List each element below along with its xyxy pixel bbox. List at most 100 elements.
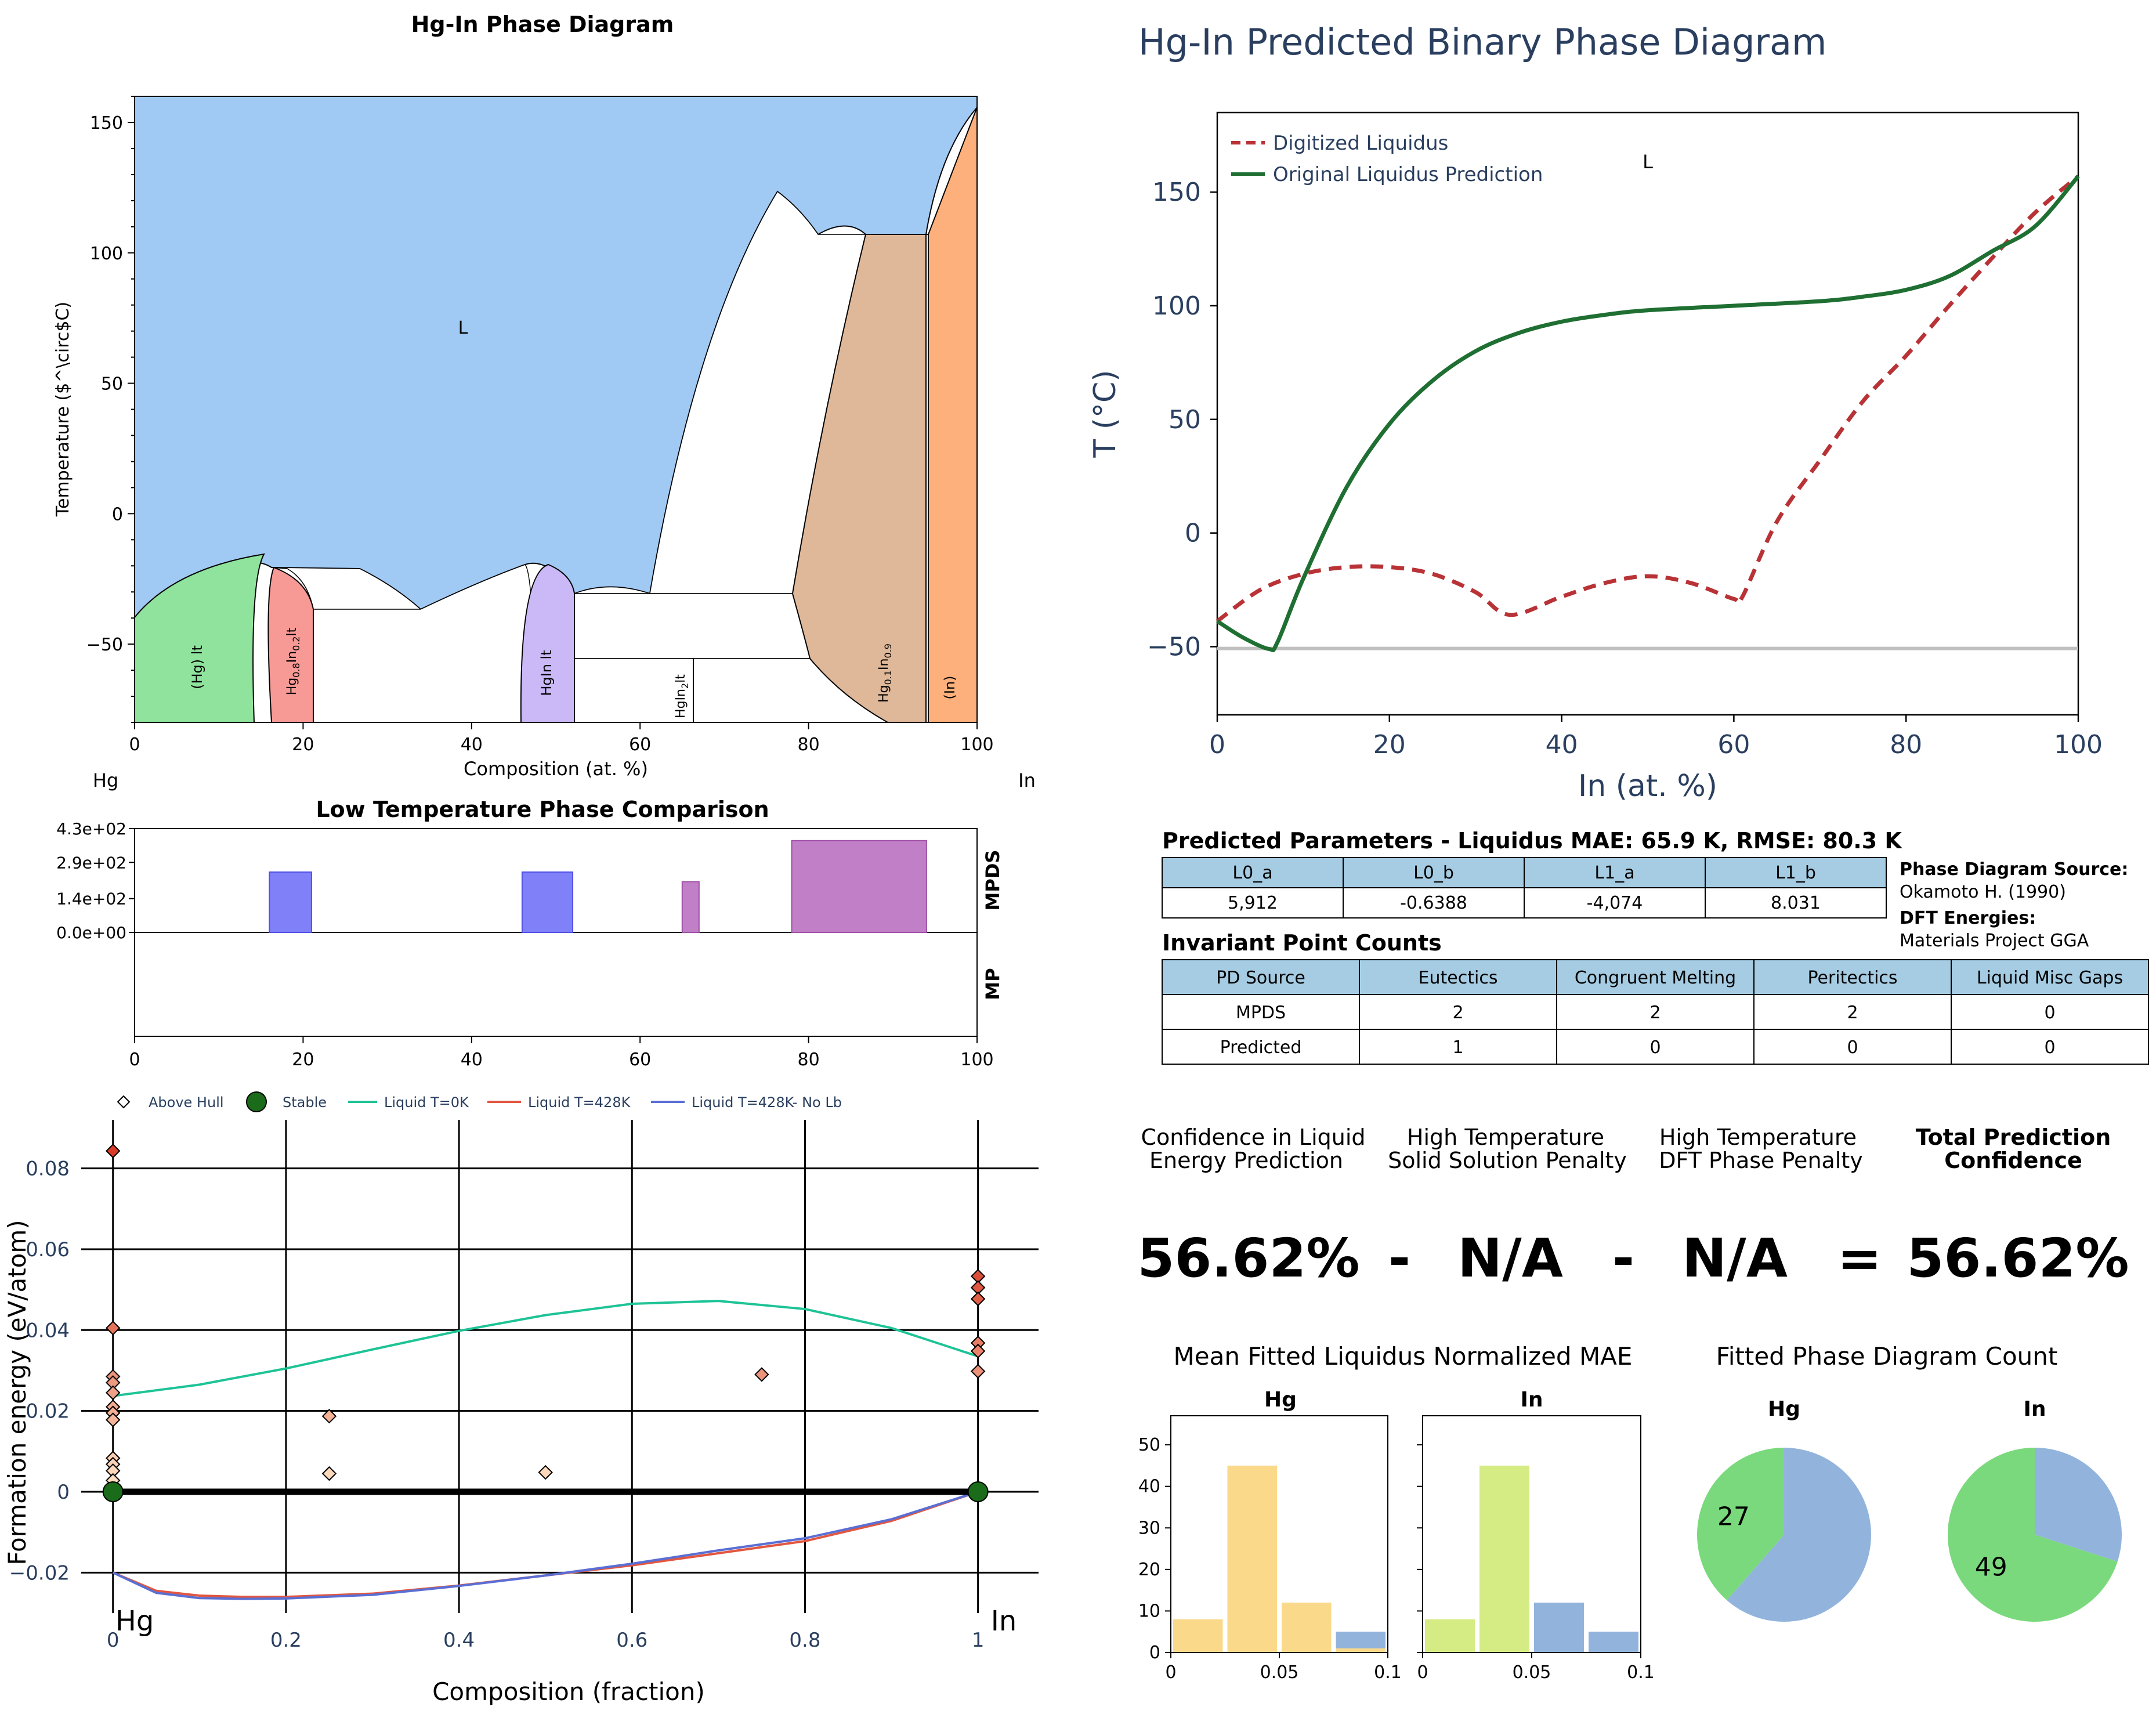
operator-equals: = [1837, 1227, 1882, 1289]
above-hull-point [970, 1291, 986, 1307]
x-tick-label: 100 [960, 1050, 993, 1070]
parameters-table: Predicted Parameters - Liquidus MAE: 65.… [1162, 828, 1902, 919]
formation-right-label: In [991, 1605, 1017, 1637]
phase-in [928, 107, 978, 723]
operator-minus-1: - [1388, 1227, 1410, 1289]
y-tick-label: 0.02 [26, 1400, 70, 1423]
table-cell [1951, 1029, 2149, 1065]
pd-source-label: Phase Diagram Source: [1900, 859, 2128, 880]
above-hull-points [105, 1143, 986, 1496]
phase-label-hgin-lt: HgIn lt [538, 650, 555, 696]
confidence-liquid-heading-2: Energy Prediction [1149, 1148, 1343, 1173]
above-hull-point [970, 1280, 986, 1295]
histogram-bar [1479, 1465, 1529, 1652]
y-tick-label: 50 [1169, 405, 1201, 435]
dft-label: DFT Energies: [1900, 908, 2036, 928]
comparison-bar [791, 840, 927, 934]
legend-label-liq428: Liquid T=428K [528, 1094, 631, 1111]
phase-diagram-regions [133, 96, 978, 723]
y-tick-label: −50 [1147, 632, 1201, 661]
stable-point [967, 1481, 989, 1502]
x-tick-label: 0.1 [1374, 1662, 1402, 1683]
x-tick-label: 80 [798, 1050, 820, 1070]
table-cell [1556, 1029, 1755, 1065]
table-cell-text: Predicted [1220, 1037, 1302, 1058]
formation-energy-legend: Above Hull Stable Liquid T=0K Liquid T=4… [117, 1091, 842, 1112]
y-tick-label: 0 [1185, 519, 1201, 548]
liquid-0k-line [113, 1300, 979, 1397]
table-header-cell [1359, 959, 1557, 995]
above-hull-point [538, 1465, 553, 1480]
formation-energy-panel: 0 0.2 0.4 0.6 0.8 1 −0.02 0 0.02 0.04 0.06 0.08 Abo… [3, 1091, 1039, 1706]
table-cell-text: 0 [1649, 1037, 1661, 1058]
stable-point [102, 1481, 124, 1502]
confidence-summary: Confidence in Liquid Energy Prediction H… [1141, 1124, 2111, 1173]
y-tick-label: 0.08 [26, 1158, 70, 1181]
comparison-bars [269, 840, 927, 934]
legend-label-liq0: Liquid T=0K [384, 1094, 469, 1111]
x-tick-label: 20 [1373, 730, 1406, 760]
y-tick-label: 0 [57, 1481, 70, 1504]
y-tick-label: 100 [1152, 291, 1201, 321]
pd-source-value: Okamoto H. (1990) [1900, 882, 2066, 902]
x-tick-label: 0.2 [270, 1629, 302, 1652]
stable-points [102, 1481, 989, 1502]
predicted-title: Hg-In Predicted Binary Phase Diagram [1138, 21, 1826, 63]
above-hull-point [105, 1412, 121, 1427]
pie-label: 27 [1717, 1502, 1750, 1531]
histogram-frame [1422, 1415, 1641, 1653]
phase-diagram-panel: Hg-In Phase Diagram L (Hg) lt Hg0.8In0.2… [53, 12, 1036, 791]
dft-phase-penalty-heading-1: High Temperature [1659, 1124, 1857, 1150]
histogram-bar [1173, 1619, 1223, 1652]
table-cell-text: 8.031 [1771, 893, 1821, 913]
table-cell-text: 2 [1649, 1003, 1661, 1023]
invariant-table-grid: PD Source Eutectics Congruent Melting Perit… [1162, 959, 2149, 1065]
phase-hgin-lt [520, 563, 575, 723]
confidence-values: 56.62% - N/A - N/A = 56.62% [1137, 1227, 2129, 1289]
x-tick-label: 0.6 [616, 1629, 647, 1652]
table-header-cell [1556, 959, 1755, 995]
x-tick-label: 100 [960, 735, 993, 755]
phase-hg-lt [134, 553, 265, 723]
x-tick-label: 0.05 [1260, 1662, 1299, 1683]
table-cell [1705, 887, 1887, 919]
mae-histogram-panel: Mean Fitted Liquidus Normalized MAE Hg I… [1138, 1342, 1655, 1683]
dft-phase-penalty-value: N/A [1682, 1227, 1788, 1289]
pie-slice [1948, 1448, 2118, 1622]
x-tick-label: 0.1 [1627, 1662, 1655, 1683]
above-hull-point [105, 1385, 121, 1401]
above-hull-point [970, 1364, 986, 1379]
y-tick-label: 10 [1138, 1601, 1160, 1621]
table-header-text: L1_a [1594, 863, 1634, 883]
histogram-bar [1282, 1603, 1332, 1652]
source-info: Phase Diagram Source: Okamoto H. (1990) … [1900, 859, 2128, 951]
element-label-hg: Hg [93, 769, 118, 791]
phase-diagram-title: Hg-In Phase Diagram [411, 12, 674, 37]
predicted-legend: Digitized Liquidus Original Liquidus Pre… [1231, 132, 1543, 186]
x-tick-label: 100 [2054, 730, 2103, 760]
pie-label: 49 [1975, 1553, 2007, 1582]
table-header-cell [1162, 857, 1344, 888]
y-tick-label: 150 [1152, 178, 1201, 207]
legend-marker-above-hull [117, 1095, 131, 1109]
above-hull-point [105, 1143, 121, 1159]
y-tick-label: 40 [1138, 1477, 1160, 1497]
hist-panel-in-title: In [1520, 1388, 1543, 1412]
predicted-xlabel: In (at. %) [1578, 769, 1717, 804]
y-tick-label: 50 [101, 374, 123, 395]
x-tick-label: 20 [292, 735, 314, 755]
comparison-bar [521, 871, 574, 933]
x-tick-label: 40 [461, 735, 483, 755]
digitized-liquidus-line [1216, 175, 2080, 623]
table-cell [1359, 1029, 1557, 1065]
table-cell-text: 1 [1452, 1037, 1463, 1058]
element-label-in: In [1018, 769, 1036, 791]
y-tick-label: 20 [1138, 1560, 1160, 1580]
table-cell-text: 0 [1847, 1037, 1858, 1058]
phase-label-hgin2-lt: HgIn2lt [674, 674, 690, 718]
pie-slice [1696, 1447, 1784, 1600]
row-label-mp: MP [982, 968, 1004, 1000]
y-tick-label: 50 [1138, 1435, 1160, 1455]
y-tick-label: −0.02 [9, 1561, 70, 1585]
formation-ylabel: Formation energy (eV/atom) [3, 1220, 31, 1565]
